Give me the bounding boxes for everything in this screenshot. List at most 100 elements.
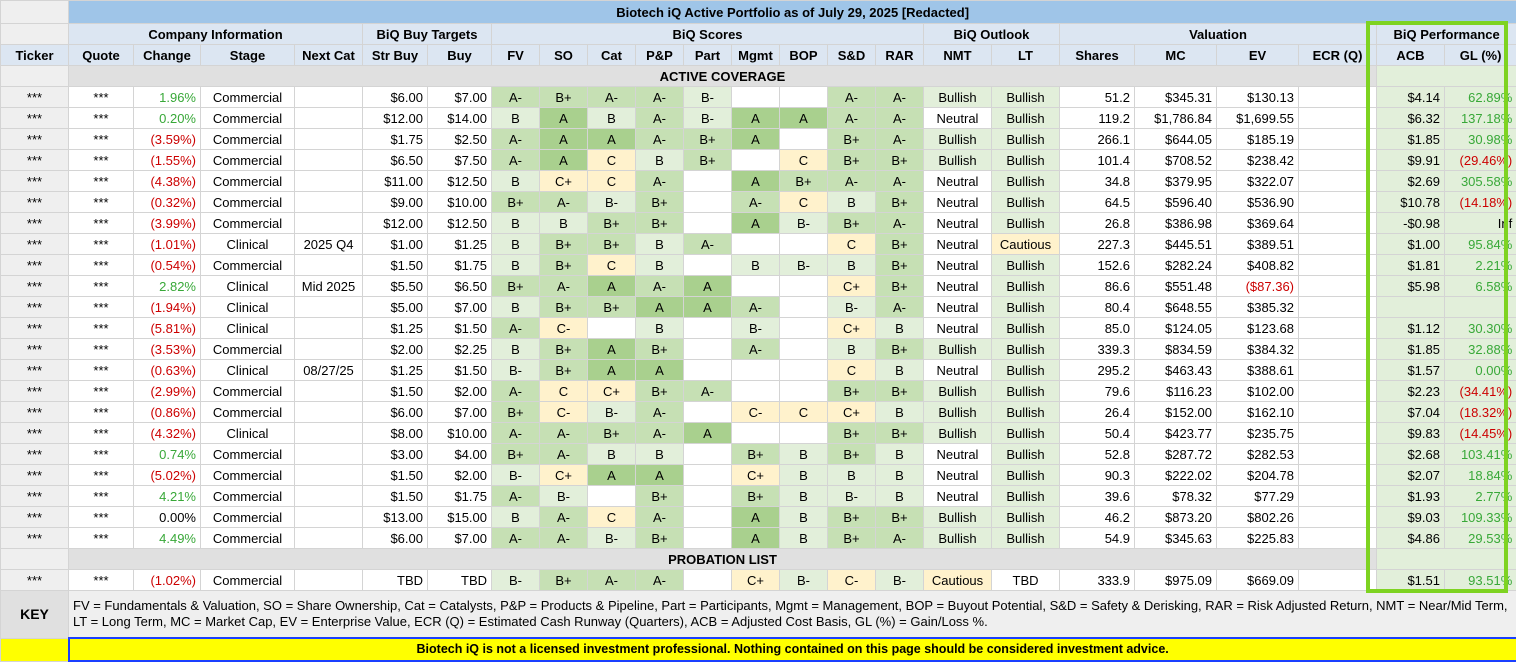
cell-acb[interactable]: $5.98 — [1376, 275, 1445, 297]
cell-cat[interactable]: C — [587, 170, 636, 192]
cell-ticker[interactable]: *** — [0, 170, 69, 192]
cell-next-cat[interactable] — [294, 338, 363, 360]
cell-shares[interactable]: 46.2 — [1059, 506, 1135, 528]
cell-part[interactable]: B+ — [683, 149, 732, 171]
cell-lt[interactable]: Bullish — [991, 485, 1060, 507]
cell-buy[interactable]: $1.75 — [427, 485, 492, 507]
cell-part[interactable]: A — [683, 296, 732, 318]
cell-lt[interactable]: Bullish — [991, 212, 1060, 234]
cell-lt[interactable]: Bullish — [991, 149, 1060, 171]
cell-mgmt[interactable] — [731, 149, 780, 171]
cell-bop[interactable]: A — [779, 107, 828, 129]
cell-change[interactable]: (1.55%) — [133, 149, 201, 171]
cell-ev[interactable]: $130.13 — [1216, 86, 1299, 108]
cell-lt[interactable]: Bullish — [991, 191, 1060, 213]
cell-bop[interactable]: B — [779, 527, 828, 549]
cell-gl[interactable]: 109.33% — [1443, 506, 1516, 528]
cell-shares[interactable]: 227.3 — [1059, 233, 1135, 255]
cell-mc[interactable]: $116.23 — [1134, 380, 1217, 402]
cell-buy[interactable]: $14.00 — [427, 107, 492, 129]
cell-quote[interactable]: *** — [68, 107, 134, 129]
cell-quote[interactable]: *** — [68, 569, 134, 591]
cell-so[interactable]: B+ — [539, 86, 588, 108]
cell-so[interactable]: B+ — [539, 338, 588, 360]
cell-change[interactable]: (1.01%) — [133, 233, 201, 255]
cell-mc[interactable]: $345.31 — [1134, 86, 1217, 108]
cell-fv[interactable]: B — [491, 233, 540, 255]
cell-ev[interactable]: ($87.36) — [1216, 275, 1299, 297]
cell-cat[interactable]: C+ — [587, 380, 636, 402]
cell-bop[interactable] — [779, 233, 828, 255]
cell-cat[interactable] — [587, 317, 636, 339]
cell-lt[interactable]: Bullish — [991, 107, 1060, 129]
cell-change[interactable]: 0.00% — [133, 506, 201, 528]
cell-stage[interactable]: Clinical — [200, 317, 295, 339]
cell-fv[interactable]: B+ — [491, 275, 540, 297]
cell-lt[interactable]: Bullish — [991, 443, 1060, 465]
cell-ticker[interactable]: *** — [0, 107, 69, 129]
cell-buy[interactable]: TBD — [427, 569, 492, 591]
cell-str-buy[interactable]: $1.50 — [362, 464, 428, 486]
cell-mc[interactable]: $386.98 — [1134, 212, 1217, 234]
cell-ecr[interactable] — [1298, 401, 1377, 423]
cell-str-buy[interactable]: $3.00 — [362, 443, 428, 465]
cell-quote[interactable]: *** — [68, 485, 134, 507]
cell-buy[interactable]: $12.50 — [427, 170, 492, 192]
cell-fv[interactable]: A- — [491, 149, 540, 171]
cell-str-buy[interactable]: $5.00 — [362, 296, 428, 318]
cell-shares[interactable]: 52.8 — [1059, 443, 1135, 465]
cell-ecr[interactable] — [1298, 233, 1377, 255]
cell-str-buy[interactable]: $6.00 — [362, 86, 428, 108]
cell-cat[interactable]: B+ — [587, 296, 636, 318]
cell-buy[interactable]: $7.00 — [427, 296, 492, 318]
cell-fv[interactable]: B — [491, 254, 540, 276]
cell-nmt[interactable]: Bullish — [923, 401, 992, 423]
cell-gl[interactable]: 2.21% — [1443, 254, 1516, 276]
cell-pp[interactable]: B+ — [635, 380, 684, 402]
cell-gl[interactable]: 32.88% — [1443, 338, 1516, 360]
cell-gl[interactable]: Inf — [1443, 212, 1516, 234]
cell-next-cat[interactable] — [294, 86, 363, 108]
cell-ecr[interactable] — [1298, 254, 1377, 276]
cell-sd[interactable]: C+ — [827, 317, 876, 339]
cell-acb[interactable]: $2.68 — [1376, 443, 1445, 465]
cell-sd[interactable]: B — [827, 254, 876, 276]
cell-next-cat[interactable] — [294, 527, 363, 549]
cell-sd[interactable]: B — [827, 338, 876, 360]
cell-buy[interactable]: $7.00 — [427, 527, 492, 549]
cell-part[interactable]: A — [683, 422, 732, 444]
cell-sd[interactable]: B- — [827, 485, 876, 507]
cell-ticker[interactable]: *** — [0, 233, 69, 255]
cell-gl[interactable]: 103.41% — [1443, 443, 1516, 465]
cell-shares[interactable]: 26.4 — [1059, 401, 1135, 423]
cell-rar[interactable]: A- — [875, 527, 924, 549]
cell-quote[interactable]: *** — [68, 422, 134, 444]
cell-stage[interactable]: Commercial — [200, 485, 295, 507]
cell-shares[interactable]: 39.6 — [1059, 485, 1135, 507]
cell-mgmt[interactable]: A — [731, 128, 780, 150]
cell-str-buy[interactable]: $2.00 — [362, 338, 428, 360]
cell-gl[interactable]: 62.89% — [1443, 86, 1516, 108]
cell-bop[interactable]: B — [779, 485, 828, 507]
cell-so[interactable]: A- — [539, 191, 588, 213]
cell-ticker[interactable]: *** — [0, 338, 69, 360]
cell-lt[interactable]: Bullish — [991, 296, 1060, 318]
cell-buy[interactable]: $7.00 — [427, 401, 492, 423]
cell-cat[interactable]: B+ — [587, 422, 636, 444]
cell-change[interactable]: (2.99%) — [133, 380, 201, 402]
cell-ev[interactable]: $669.09 — [1216, 569, 1299, 591]
cell-gl[interactable]: (29.46%) — [1443, 149, 1516, 171]
cell-mc[interactable]: $1,786.84 — [1134, 107, 1217, 129]
cell-pp[interactable]: B+ — [635, 212, 684, 234]
cell-so[interactable]: C- — [539, 317, 588, 339]
cell-cat[interactable]: B- — [587, 191, 636, 213]
cell-fv[interactable]: B — [491, 212, 540, 234]
cell-bop[interactable]: B — [779, 443, 828, 465]
cell-fv[interactable]: B- — [491, 569, 540, 591]
cell-stage[interactable]: Commercial — [200, 527, 295, 549]
cell-bop[interactable]: B- — [779, 212, 828, 234]
cell-part[interactable] — [683, 317, 732, 339]
cell-shares[interactable]: 333.9 — [1059, 569, 1135, 591]
cell-ev[interactable]: $384.32 — [1216, 338, 1299, 360]
cell-ticker[interactable]: *** — [0, 128, 69, 150]
